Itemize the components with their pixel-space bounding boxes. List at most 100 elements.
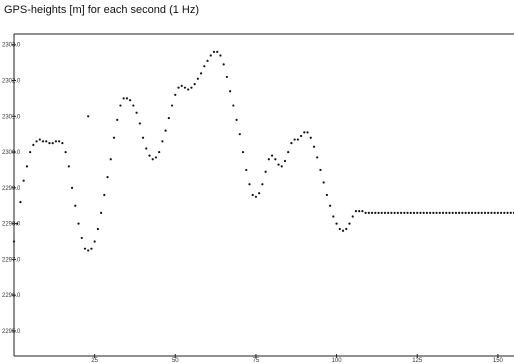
data-point (438, 211, 441, 214)
data-point (183, 86, 187, 89)
data-point (77, 222, 80, 225)
x-tick-label: 75 (253, 358, 260, 363)
data-point (106, 176, 109, 179)
data-point (225, 75, 228, 79)
data-point (351, 215, 354, 218)
data-point (451, 211, 454, 214)
data-point (193, 82, 196, 86)
data-point (190, 86, 193, 89)
data-point (174, 93, 177, 96)
data-point (264, 170, 267, 173)
data-point (332, 215, 335, 218)
data-point (425, 211, 428, 214)
data-point (309, 136, 312, 139)
data-point (345, 227, 348, 231)
data-point (112, 136, 116, 139)
y-tick-label: 2297.0 (2, 257, 21, 263)
data-point (245, 168, 248, 172)
data-point (329, 204, 332, 207)
data-point (164, 129, 167, 132)
data-point (135, 111, 138, 114)
data-point (393, 211, 396, 214)
data-point (490, 211, 493, 214)
data-point (61, 142, 64, 145)
data-point (364, 211, 367, 214)
data-point (93, 240, 96, 243)
data-point (83, 247, 87, 250)
data-point (335, 222, 338, 225)
y-tick-label: 2303.0 (2, 43, 21, 49)
data-point (238, 133, 241, 136)
data-point (132, 104, 135, 107)
data-point (48, 142, 51, 145)
data-point (145, 147, 148, 150)
data-point (380, 211, 383, 214)
data-point (354, 210, 358, 213)
data-point (148, 154, 151, 157)
data-point (458, 211, 461, 214)
data-point (474, 211, 477, 214)
data-point (441, 211, 445, 214)
data-point (154, 156, 158, 159)
data-point (258, 192, 261, 195)
data-point (283, 159, 287, 163)
data-point (209, 54, 212, 57)
data-point (12, 240, 16, 243)
data-point (500, 211, 503, 214)
data-point (119, 104, 122, 107)
data-point (396, 211, 399, 214)
data-point (377, 211, 380, 214)
data-point (70, 186, 74, 189)
data-point (503, 211, 506, 214)
data-point (477, 211, 480, 214)
data-point (206, 59, 209, 62)
data-point (38, 138, 41, 141)
data-point (487, 211, 490, 214)
data-point (222, 63, 225, 66)
data-point (277, 163, 280, 166)
data-point (122, 97, 125, 100)
data-point (170, 104, 174, 107)
data-point (167, 116, 170, 120)
data-point (51, 142, 54, 145)
data-point (390, 211, 393, 214)
data-point (480, 211, 483, 214)
x-tick-label: 150 (493, 358, 504, 363)
y-tick-label: 2302.0 (2, 79, 21, 85)
data-point (303, 131, 306, 134)
x-tick-label: 50 (172, 358, 179, 363)
data-point (235, 118, 238, 121)
data-point (22, 179, 25, 182)
data-point (80, 236, 83, 240)
data-point (212, 50, 216, 53)
data-point (403, 211, 406, 214)
data-point (322, 181, 325, 184)
data-point (87, 115, 90, 118)
data-point (90, 247, 93, 250)
data-point (496, 211, 499, 214)
data-point (448, 211, 451, 214)
data-point (325, 193, 328, 197)
data-point (316, 156, 319, 159)
data-point (129, 99, 132, 102)
data-point (216, 50, 219, 53)
data-point (35, 140, 38, 143)
data-point (116, 118, 119, 121)
data-point (151, 158, 154, 161)
data-point (196, 77, 199, 80)
y-tick-label: 2300.0 (2, 150, 21, 156)
data-point (464, 211, 467, 214)
data-point (400, 211, 403, 214)
data-point (87, 249, 90, 252)
plot-frame (13, 33, 514, 357)
data-point (367, 211, 370, 214)
data-point (64, 150, 67, 154)
data-point (219, 54, 222, 57)
data-point (422, 211, 425, 214)
data-point (445, 211, 448, 214)
data-point (67, 165, 70, 168)
data-point (454, 211, 458, 214)
x-tick-label: 25 (91, 358, 98, 363)
x-tick-label: 100 (332, 358, 343, 363)
data-point (19, 201, 22, 204)
